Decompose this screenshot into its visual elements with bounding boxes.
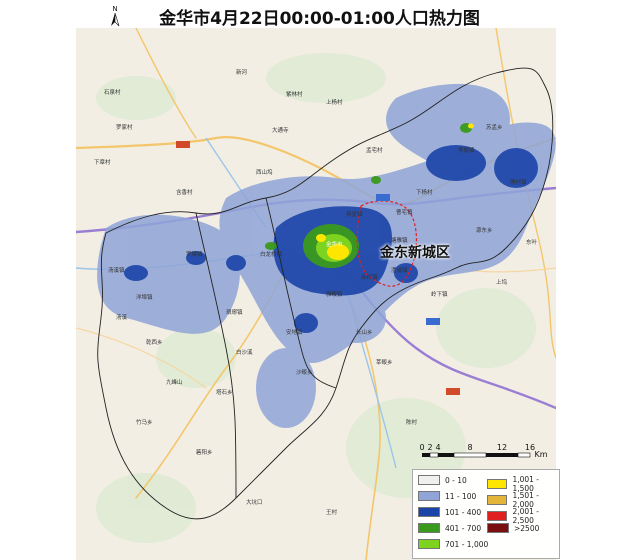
place-label: 紫林村: [286, 92, 303, 98]
place-label: 沙畈乡: [296, 370, 313, 376]
road-shields: [176, 141, 460, 395]
place-label: 岭下镇: [431, 292, 448, 298]
place-label: 塘雅镇: [391, 238, 408, 244]
place-label: 蒋堂镇: [346, 212, 363, 218]
scale-bar-segments: [422, 452, 531, 458]
place-label: 上坞: [496, 280, 508, 286]
legend-item: 1,501 - 2,000: [487, 491, 559, 509]
place-label: 曹宅镇: [396, 210, 413, 216]
legend-swatch: [487, 523, 509, 533]
legend-label: 401 - 700: [445, 523, 482, 533]
legend-swatch: [487, 479, 508, 489]
legend-item: 101 - 400: [418, 507, 481, 517]
scale-tick-label: 8: [467, 443, 472, 452]
legend: 0 - 10 11 - 100 101 - 400 401 - 700 701 …: [412, 469, 560, 559]
place-label: 乾西乡: [146, 340, 163, 346]
scale-tick-label: 12: [497, 443, 507, 452]
terrain-green-patches: [96, 53, 536, 543]
scale-bar: 0 2 4 8 12 16 Km: [418, 440, 548, 462]
jindong-new-district-boundary: [356, 200, 417, 287]
place-label: 澧浦镇: [391, 268, 408, 274]
legend-swatch: [418, 507, 440, 517]
place-label: 傅村镇: [510, 180, 527, 186]
place-label: 大通寺: [272, 128, 289, 134]
north-arrow-icon: N: [111, 5, 120, 27]
place-label: 箬阳乡: [196, 450, 213, 456]
place-label: 安地镇: [286, 330, 303, 336]
place-label: 新河: [236, 70, 248, 76]
north-label: N: [112, 5, 117, 13]
place-label: 下杨村: [416, 190, 433, 196]
legend-swatch: [418, 539, 440, 549]
legend-label: 1,001 - 1,500: [512, 475, 540, 493]
place-label: 孝顺镇: [458, 148, 475, 154]
legend-label: >2500: [514, 523, 540, 533]
legend-swatch: [487, 495, 508, 505]
place-label: 塔石乡: [216, 390, 233, 396]
scale-tick-label: 4: [435, 443, 440, 452]
legend-item: 11 - 100: [418, 491, 476, 501]
place-label: 白龙桥镇: [260, 252, 283, 258]
scale-tick-label: 16: [525, 443, 535, 452]
place-label: 汤溪: [116, 315, 128, 321]
map-title: 金华市4月22日00:00-01:00人口热力图: [159, 9, 480, 29]
district-label: 金东新城区: [380, 245, 450, 261]
legend-label: 2,001 - 2,500: [512, 507, 540, 525]
place-label: 白沙溪: [236, 350, 253, 356]
legend-item: 2,001 - 2,500: [487, 507, 559, 525]
legend-swatch: [418, 491, 440, 501]
place-label: 王村: [326, 510, 338, 516]
place-label: 洋埠镇: [136, 295, 153, 301]
heat-1001-1500: [316, 123, 474, 260]
place-label: 罗埠镇: [186, 252, 203, 258]
legend-item: 0 - 10: [418, 475, 467, 485]
scale-tick-label: 0: [419, 443, 424, 452]
place-label: 石泉村: [104, 90, 121, 96]
place-label: 上杨村: [326, 100, 343, 106]
place-label: 琅琊镇: [226, 310, 243, 316]
legend-swatch: [487, 511, 508, 521]
place-label: 金华市: [326, 242, 343, 248]
place-label: 东叶: [526, 240, 538, 246]
heat-map[interactable]: 石泉村 罗家村 下章村 新河 紫林村 上杨村 大通寺 西山坞 孟宅村 下杨村 蒋…: [76, 28, 556, 560]
place-label: 陈村: [406, 420, 418, 426]
legend-item: >2500: [487, 523, 539, 533]
place-label: 竹马乡: [136, 420, 153, 426]
legend-label: 0 - 10: [445, 475, 467, 485]
place-label: 莘畈乡: [376, 360, 393, 366]
place-label: 赤松镇: [361, 275, 378, 281]
legend-label: 11 - 100: [445, 491, 477, 501]
place-label: 含香村: [176, 190, 193, 196]
scale-unit-label: Km: [534, 450, 547, 459]
legend-item: 401 - 700: [418, 523, 481, 533]
legend-label: 1,501 - 2,000: [512, 491, 540, 509]
place-label: 孟宅村: [366, 148, 383, 154]
legend-swatch: [418, 475, 440, 485]
legend-item: 701 - 1,000: [418, 539, 488, 549]
place-label: 长山乡: [356, 330, 373, 336]
legend-item: 1,001 - 1,500: [487, 475, 559, 493]
place-label: 罗家村: [116, 125, 133, 131]
place-label: 西山坞: [256, 170, 273, 176]
place-label: 九峰山: [166, 380, 183, 386]
place-label: 苏孟乡: [486, 125, 503, 131]
place-label: 下章村: [94, 160, 111, 166]
place-label: 源东乡: [476, 228, 493, 234]
district-boundaries: [97, 67, 554, 520]
map-canvas: [76, 28, 556, 560]
legend-label: 101 - 400: [445, 507, 482, 517]
scale-tick-label: 2: [427, 443, 432, 452]
place-label: 大坑口: [246, 500, 263, 506]
place-label: 雅畈镇: [326, 292, 343, 298]
legend-swatch: [418, 523, 440, 533]
place-label: 汤溪镇: [108, 268, 125, 274]
legend-label: 701 - 1,000: [445, 539, 489, 549]
